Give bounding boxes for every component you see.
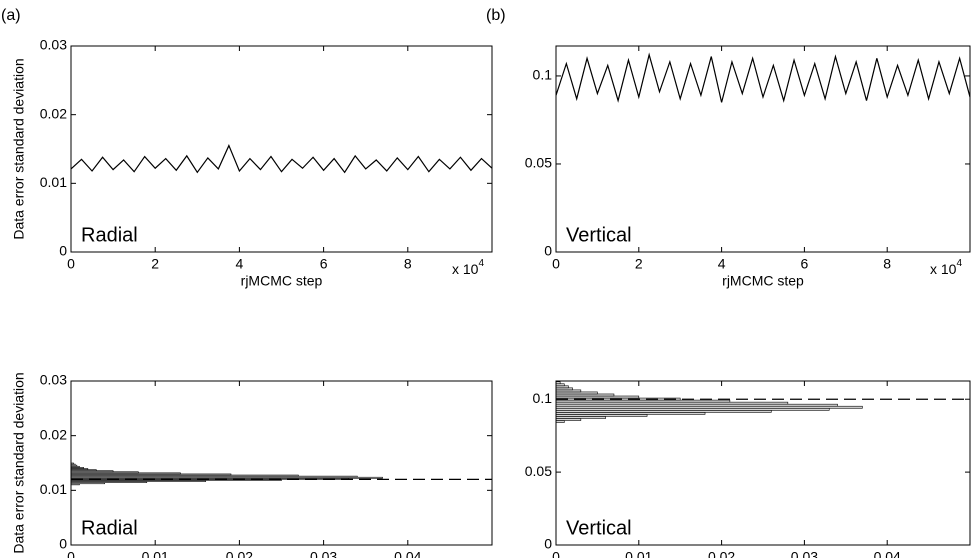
histogram-bar: [555, 410, 772, 413]
x-tick-label: 0: [552, 256, 560, 272]
x-tick-label: 0.01: [142, 549, 169, 558]
y-tick-label: 0.05: [525, 155, 552, 171]
y-tick-label: 0.03: [40, 37, 67, 53]
x-tick-label: 0.04: [394, 549, 421, 558]
y-tick-label: 0.05: [525, 463, 552, 479]
histogram-bar: [555, 418, 582, 421]
histogram-bar: [555, 420, 565, 423]
x-axis-label: rjMCMC step: [722, 273, 804, 289]
x-tick-label: 0.04: [874, 549, 901, 558]
histogram-bar: [555, 399, 731, 403]
x-tick-label: 4: [718, 256, 726, 272]
y-tick-label: 0.01: [40, 481, 67, 497]
x-tick-label: 8: [404, 256, 412, 272]
x-tick-label: 0: [552, 549, 560, 558]
histogram-bar: [555, 395, 640, 399]
histogram-bar: [555, 412, 706, 415]
x-scale-multiplier: x 104: [930, 258, 962, 277]
histogram-bar: [555, 383, 565, 387]
y-tick-label: 0: [59, 536, 67, 552]
histogram-bar: [555, 385, 569, 389]
x-tick-label: 0.02: [708, 549, 735, 558]
y-tick-label: 0.1: [533, 390, 553, 406]
panel-label: (a): [1, 7, 21, 24]
plot-frame: [70, 45, 493, 253]
panel-annotation: Vertical: [566, 517, 632, 539]
histogram-bar: [555, 391, 598, 395]
panel-annotation: Vertical: [566, 224, 632, 246]
x-scale-base: x 10: [930, 261, 957, 277]
y-tick-label: 0: [59, 243, 67, 259]
histogram-bar: [555, 414, 648, 417]
x-tick-label: 2: [151, 256, 159, 272]
y-axis-label: Data error standard deviation: [11, 372, 27, 553]
y-axis-label: Data error standard deviation: [11, 58, 27, 239]
x-tick-label: 0.03: [310, 549, 337, 558]
panel: 00.010.020.0300.010.020.030.04Probabilit…: [11, 372, 493, 558]
histogram-bar: [555, 393, 615, 397]
panel: 00.050.100.010.020.030.04ProbabilityVert…: [525, 380, 971, 558]
x-tick-label: 0: [67, 549, 75, 558]
y-tick-label: 0.02: [40, 105, 67, 121]
y-tick-label: 0.03: [40, 372, 67, 388]
x-tick-label: 4: [236, 256, 244, 272]
histogram-bar: [555, 407, 830, 411]
histogram-bar: [555, 403, 838, 407]
trace-line: [70, 144, 493, 174]
x-scale-exponent: 4: [478, 258, 484, 269]
histogram-bar: [555, 405, 863, 409]
histogram-bar: [555, 416, 606, 419]
plot-frame: [555, 45, 971, 253]
y-tick-label: 0.1: [533, 67, 553, 83]
x-tick-label: 8: [883, 256, 891, 272]
plot-frame: [555, 380, 971, 546]
histogram-bar: [555, 387, 573, 391]
trace-line: [555, 52, 971, 103]
x-tick-label: 2: [635, 256, 643, 272]
x-scale-base: x 10: [452, 261, 479, 277]
x-tick-label: 0.01: [625, 549, 652, 558]
x-tick-label: 6: [801, 256, 809, 272]
x-scale-exponent: 4: [956, 258, 962, 269]
y-tick-label: 0.02: [40, 426, 67, 442]
panel: 0 0.01 0.02 0.03 0 2 4 6 8 rjMCMC step Data error …: [1, 7, 493, 289]
y-tick-label: 0: [544, 243, 552, 259]
y-tick-label: 0: [544, 536, 552, 552]
x-scale-multiplier: x 104: [452, 258, 484, 277]
x-tick-label: 0.03: [791, 549, 818, 558]
x-axis-label: rjMCMC step: [241, 273, 323, 289]
x-tick-label: 0.02: [226, 549, 253, 558]
histogram-bar: [555, 381, 561, 385]
x-tick-label: 0: [67, 256, 75, 272]
y-tick-label: 0.01: [40, 174, 67, 190]
panel-annotation: Radial: [81, 224, 138, 246]
x-tick-label: 6: [320, 256, 328, 272]
panel-label: (b): [486, 7, 506, 24]
histogram-bar: [555, 401, 789, 405]
panel-annotation: Radial: [81, 517, 138, 539]
histogram-bar: [555, 389, 582, 393]
plot-frame: [70, 380, 493, 546]
